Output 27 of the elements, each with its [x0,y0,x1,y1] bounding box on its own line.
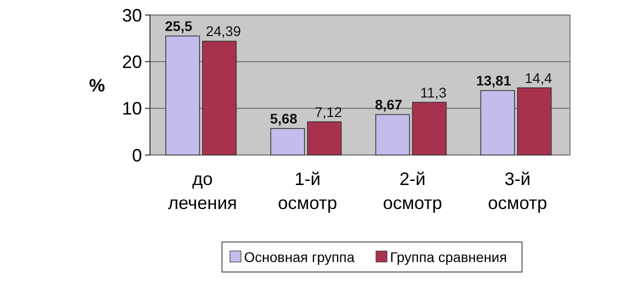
bar [270,128,305,156]
y-axis-title: % [88,75,106,96]
bar [375,114,410,156]
data-label: 11,3 [420,84,447,100]
bar [412,102,447,156]
bar [307,121,342,156]
data-label: 25,5 [165,18,192,34]
y-tick-label: 0 [132,145,142,166]
x-tick-label: 1-й осмотр [278,169,338,213]
y-tick-label: 30 [122,5,142,26]
x-tick-label: 3-й осмотр [488,169,548,213]
data-label: 13,81 [476,72,512,89]
y-tick-label: 20 [122,52,142,72]
legend-label: Основная группа [244,248,355,265]
y-tick-label: 10 [122,98,142,119]
legend-label: Группа сравнения [390,248,507,265]
bar [202,40,237,156]
data-label: 24,39 [206,23,242,40]
x-tick-label: 2-й осмотр [382,169,442,213]
x-tick-label: до лечения [168,169,238,213]
data-label: 14,4 [524,70,552,86]
bar [517,87,552,156]
bar [165,36,200,156]
data-label: 8,67 [375,96,402,113]
data-label: 7,12 [314,104,342,120]
data-label: 5,68 [270,110,298,126]
bar [480,90,515,156]
